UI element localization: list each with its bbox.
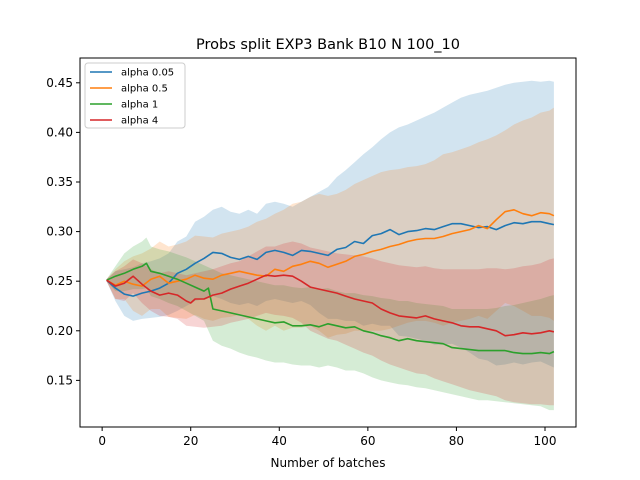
y-tick-label: 0.20: [46, 324, 73, 338]
legend-label-alpha-0-05: alpha 0.05: [121, 68, 174, 79]
legend-label-alpha-1: alpha 1: [121, 100, 158, 111]
x-tick-label: 100: [534, 434, 557, 448]
band-alpha-0-05: [106, 80, 554, 368]
series-lines: [106, 209, 555, 355]
x-tick-label: 20: [183, 434, 198, 448]
x-axis: 0 20 40 60 80 100: [98, 427, 556, 448]
chart-title: Probs split EXP3 Bank B10 N 100_10: [196, 37, 460, 53]
y-tick-label: 0.40: [46, 125, 73, 139]
confidence-bands: [106, 80, 554, 411]
x-axis-title: Number of batches: [271, 456, 386, 470]
y-tick-label: 0.15: [46, 373, 73, 387]
y-axis: 0.15 0.20 0.25 0.30 0.35 0.40 0.45: [46, 76, 80, 387]
band-alpha-0-5: [106, 107, 554, 338]
series-line-alpha-0-5: [106, 209, 555, 287]
legend-label-alpha-0-5: alpha 0.5: [121, 84, 168, 95]
x-tick-label: 80: [449, 434, 464, 448]
x-tick-label: 40: [272, 434, 287, 448]
series-line-alpha-4: [106, 274, 555, 337]
legend-box: [84, 62, 186, 129]
y-tick-label: 0.35: [46, 175, 73, 189]
y-tick-label: 0.45: [46, 76, 73, 90]
legend: alpha 0.05 alpha 0.5 alpha 1 alpha 4: [84, 62, 186, 129]
plot-frame: [79, 57, 577, 428]
band-alpha-4: [106, 241, 554, 406]
legend-label-alpha-4: alpha 4: [121, 116, 158, 127]
series-line-alpha-1: [106, 262, 555, 355]
x-tick-label: 60: [360, 434, 375, 448]
y-tick-label: 0.30: [46, 225, 73, 239]
y-tick-label: 0.25: [46, 274, 73, 288]
x-tick-label: 0: [98, 434, 106, 448]
